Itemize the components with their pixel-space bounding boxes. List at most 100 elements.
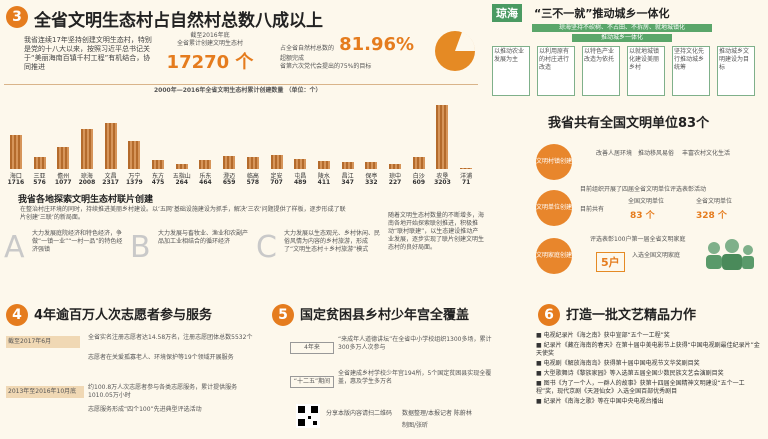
- section-3-title: 全省文明生态村占自然村总数八成以上: [34, 11, 323, 31]
- qionghai-panel: 琼海 “三不一就”推动城乡一体化 琼海坚持不砍树、不占田、不拆房、就地城镇化 推…: [492, 4, 762, 104]
- qr-code-icon: [296, 404, 320, 428]
- chart-category-label: 海口: [9, 173, 22, 180]
- chart-bar: [80, 128, 93, 169]
- chart-value-label: 609: [412, 179, 426, 186]
- chart-bar: [33, 157, 46, 169]
- count-label: 全省累计创建文明生态村: [176, 40, 243, 47]
- youth-detail-2: 全省建成乡村学校少年宫194所，5个国定贫困县实现全覆盖，惠及学生多万名: [338, 370, 492, 385]
- chart-bars-area: [4, 103, 478, 169]
- pct-note2: 省第六次党代会提出的75%的目标: [280, 63, 372, 70]
- qionghai-column: 以就地城镇化建设美丽乡村: [627, 46, 665, 96]
- youth-period-1: 4年来: [290, 342, 334, 354]
- chart-category-label: 三亚: [33, 173, 46, 180]
- chart-category-label: 临高: [246, 173, 259, 180]
- units-b2b: 目前共有: [580, 206, 605, 213]
- units-b2c: 全国文明单位: [627, 198, 664, 205]
- chart-category-label: 保亭: [365, 173, 378, 180]
- pct-label: 占全省自然村总数的: [280, 45, 335, 52]
- arts-list-item: ■ 图书《为了一个人，一群人的故事》获第十四届全国精神文明建设“五个一工程”奖，…: [536, 380, 745, 395]
- qionghai-column: 以特色产业改造为依托: [582, 46, 620, 96]
- count-value: 17270 个: [166, 52, 254, 73]
- units-title: 我省共有全国文明单位83个: [548, 116, 710, 131]
- footer-share: 分享本版内容请扫二维码: [326, 410, 393, 417]
- chart-category-label: 文昌: [104, 173, 117, 180]
- arts-list-item: ■ 纪录片《南海之歌》等在中国中央电视台播出: [536, 398, 664, 405]
- units-b2d: 83 个: [630, 211, 655, 221]
- chart-value-label: 71: [461, 179, 471, 186]
- footer-data: 数据整理/本报记者 陈蔚林: [402, 410, 472, 417]
- chart-value-label: 576: [33, 179, 46, 186]
- chart-category-label: 乐东: [199, 173, 212, 180]
- chart-value-label: 2317: [102, 179, 119, 186]
- arts-list-item: ■ 纪录片《藏在海南的春天》在第十届中美电影节上获得“中国电视剧最佳纪录片”金天…: [536, 342, 760, 357]
- qionghai-column: 坚持文化先行推动城乡统筹: [672, 46, 710, 96]
- section-6-number: 6: [538, 304, 560, 326]
- chart-value-label: 2008: [78, 179, 96, 186]
- chart-value-label: 347: [341, 179, 354, 186]
- chart-value-label: 1716: [7, 179, 25, 186]
- volunteer-stat-2: 约100.8万人次志愿者参与各类志愿服务，累计提供服务1010.05万小时: [88, 384, 238, 399]
- chart-bar: [175, 163, 188, 169]
- family-creation-badge: 文明家庭创建: [536, 238, 572, 274]
- volunteer-stat-2b: 志愿服务形成“四个100”先进典型评选活动: [88, 406, 202, 413]
- chart-category-label: 儋州: [57, 173, 70, 180]
- explore-text: 在整治村庄环境的同时，持续推进美丽乡村建设。以‘五网’基础设施建设为抓手，解决‘…: [20, 206, 346, 221]
- units-b2e: 全省文明单位: [695, 198, 732, 205]
- explore-item-b-text: 大力发展与畜牧业、渔业和农副产品加工业相结合的循环经济: [158, 230, 249, 245]
- youth-period-2: “十二五”期间: [290, 376, 334, 388]
- chart-value-label: 3203: [434, 179, 451, 186]
- qionghai-columns: 以推动农业发展为主 以利用原有的村庄进行改造 以特色产业改造为依托 以就地城镇化建设美…: [492, 46, 762, 100]
- volunteer-date-2: 2013年至2016年10月底: [6, 386, 84, 398]
- chart-category-label: 屯昌: [294, 173, 307, 180]
- units-b1b: 推动移风易俗: [638, 150, 675, 157]
- letter-c: C: [256, 230, 277, 265]
- chart-bar: [9, 134, 22, 169]
- volunteer-stat-1b: 志愿者在关爱孤寡老人、环境保护等19个领域开展服务: [88, 354, 234, 361]
- chart-category-label: 琼海: [80, 173, 93, 180]
- chart-value-label: 227: [388, 179, 402, 186]
- chart-bar: [223, 155, 236, 169]
- chart-value-label: 475: [151, 179, 165, 186]
- chart-category-label: 万宁: [128, 173, 141, 180]
- chart-bar: [199, 159, 212, 169]
- chart-category-label: 五指山: [172, 173, 191, 180]
- pie-chart-icon: [435, 31, 476, 71]
- chart-category-label: 澄迈: [223, 173, 236, 180]
- chart-category-label: 农垦: [436, 173, 449, 180]
- chart-value-label: 489: [293, 179, 307, 186]
- pct-block: 占全省自然村总数的 81.96% 超额完成 省第六次党代会提出的75%的目标: [280, 34, 430, 71]
- chart-value-label: 464: [199, 179, 212, 186]
- qionghai-sub1: 琼海坚持不砍树、不占田、不拆房、就地城镇化: [532, 24, 712, 32]
- chart-value-label: 1077: [54, 179, 72, 186]
- count-block: 截至2016年底 全省累计创建文明生态村 17270 个: [160, 32, 260, 74]
- section-5-number: 5: [272, 304, 294, 326]
- family-people-icon: [706, 239, 754, 270]
- units-b2f: 328 个: [696, 211, 727, 221]
- units-b1c: 丰富农村文化生活: [682, 150, 731, 157]
- qionghai-column: 以利用原有的村庄进行改造: [537, 46, 575, 96]
- arts-list: ■ 电视纪录片《海之南》获中宣部“五个一工程”奖 ■ 纪录片《藏在海南的春天》在第…: [536, 332, 762, 408]
- chart-bar: [246, 157, 259, 169]
- units-b3c: 入选全国文明家庭: [632, 252, 681, 259]
- chart-bar: [365, 162, 378, 169]
- chart-title: 2000年—2016年全省文明生态村累计创建数量 （单位：个）: [154, 87, 322, 94]
- chart-category-label: 陵水: [317, 173, 330, 180]
- chart-value-label: 332: [365, 179, 378, 186]
- chart-bar: [294, 159, 307, 169]
- chart-bar: [57, 147, 70, 169]
- chart-bar: [152, 159, 165, 169]
- village-creation-badge: 文明村镇创建: [536, 144, 572, 180]
- qionghai-title: “三不一就”推动城乡一体化: [534, 7, 670, 20]
- volunteer-date-1: 截至2017年6月: [6, 336, 80, 348]
- chart-value-label: 707: [270, 179, 283, 186]
- qionghai-label: 琼海: [492, 4, 522, 22]
- unit-creation-badge: 文明单位创建: [536, 190, 572, 226]
- chart-value-label: 578: [246, 179, 260, 186]
- chart-bar: [389, 164, 402, 169]
- chart-value-label: 264: [175, 179, 189, 186]
- chart-category-label: 白沙: [412, 173, 425, 180]
- chart-bar: [341, 162, 354, 169]
- chart-bar: [104, 122, 117, 169]
- chart-bar: [412, 156, 425, 169]
- letter-a: A: [4, 230, 25, 265]
